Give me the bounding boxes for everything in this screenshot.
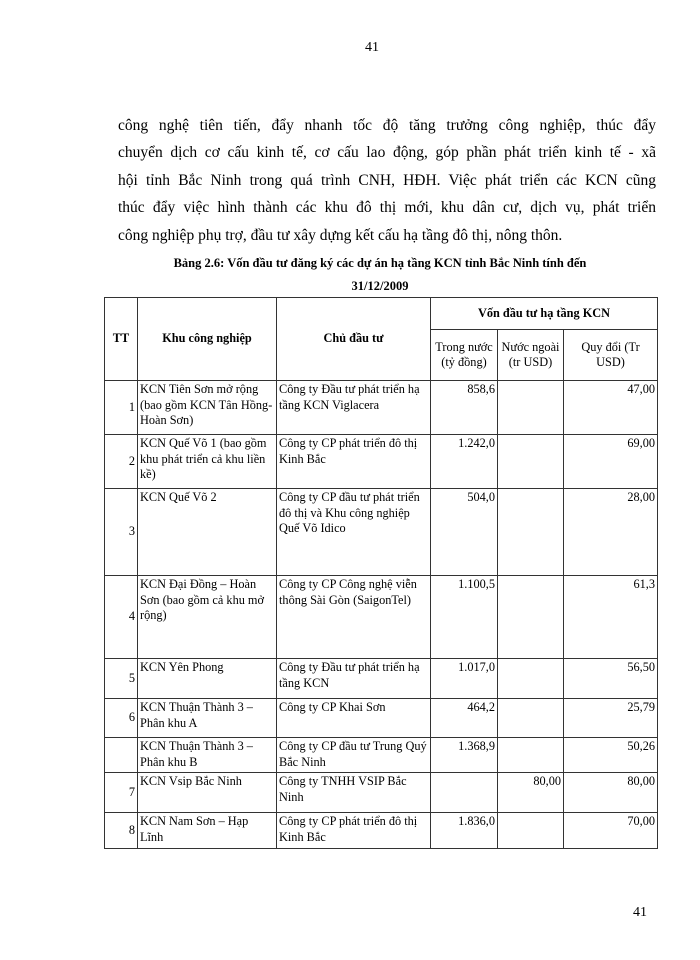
cell-zone: KCN Quế Võ 1 (bao gồm khu phát triển cả … (137, 434, 277, 489)
cell-tt: 8 (104, 812, 138, 849)
header-tt: TT (104, 297, 138, 381)
cell-converted: 69,00 (562, 434, 659, 489)
table-row: KCN Thuận Thành 3 – Phân khu B Công ty CP… (104, 737, 659, 773)
paragraph-line: hội tỉnh Bắc Ninh trong quá trình CNH, H… (118, 171, 656, 189)
cell-tt: 7 (104, 772, 138, 813)
cell-converted: 28,00 (562, 488, 659, 576)
table-row: 1 KCN Tiên Sơn mở rộng (bao gồm KCN Tân H… (104, 380, 659, 435)
cell-foreign (497, 380, 564, 435)
table-row: 2 KCN Quế Võ 1 (bao gồm khu phát triển cả… (104, 434, 659, 489)
header-foreign: Nước ngoài (tr USD) (497, 329, 564, 381)
header-domestic: Trong nước (tỷ đồng) (430, 329, 498, 381)
cell-tt: 4 (104, 575, 138, 659)
paragraph-line: thúc đẩy việc hình thành các khu đô thị … (118, 199, 656, 217)
cell-domestic: 858,6 (430, 380, 498, 435)
paragraph-line: công nghệ tiên tiến, đẩy nhanh tốc độ tă… (118, 117, 656, 134)
cell-foreign (497, 488, 564, 576)
cell-zone: KCN Thuận Thành 3 – Phân khu B (137, 737, 277, 773)
cell-investor: Công ty CP phát triển đô thị Kinh Bắc (276, 812, 431, 849)
cell-domestic: 1.017,0 (430, 658, 498, 699)
header-investor: Chủ đầu tư (276, 297, 431, 381)
cell-foreign (497, 737, 564, 773)
cell-tt: 3 (104, 488, 138, 576)
cell-investor: Công ty CP Khai Sơn (276, 698, 431, 738)
investment-table: TT Khu công nghiệp Chủ đầu tư Vốn đầu tư… (104, 297, 659, 849)
cell-domestic: 464,2 (430, 698, 498, 738)
cell-zone: KCN Thuận Thành 3 – Phân khu A (137, 698, 277, 738)
cell-tt: 1 (104, 380, 138, 435)
cell-converted: 25,79 (562, 698, 659, 738)
cell-domestic: 1.100,5 (430, 575, 498, 659)
cell-zone: KCN Nam Sơn – Hạp Lĩnh (137, 812, 277, 849)
cell-zone: KCN Quế Võ 2 (137, 488, 277, 576)
cell-zone: KCN Tiên Sơn mở rộng (bao gồm KCN Tân Hồ… (137, 380, 277, 435)
header-zone: Khu công nghiệp (137, 297, 277, 381)
caption-line-1: Bảng 2.6: Vốn đầu tư đăng ký các dự án h… (173, 256, 587, 270)
cell-investor: Công ty CP Công nghệ viễn thông Sài Gòn … (276, 575, 431, 659)
cell-investor: Công ty CP đầu tư Trung Quý Bắc Ninh (276, 737, 431, 773)
page-number-top: 41 (365, 40, 379, 55)
paragraph-line: chuyển dịch cơ cấu kinh tế, cơ cấu lao đ… (118, 144, 656, 162)
cell-foreign: 80,00 (497, 772, 564, 813)
header-capital-group: Vốn đầu tư hạ tầng KCN (429, 297, 659, 330)
cell-zone: KCN Yên Phong (137, 658, 277, 699)
table-row: 4 KCN Đại Đồng – Hoàn Sơn (bao gồm cả khu… (104, 575, 659, 659)
cell-converted: 47,00 (562, 380, 659, 435)
cell-investor: Công ty TNHH VSIP Bắc Ninh (276, 772, 431, 813)
cell-investor: Công ty Đầu tư phát triển hạ tầng KCN (276, 658, 431, 699)
table-row: 6 KCN Thuận Thành 3 – Phân khu A Công ty C… (104, 698, 659, 738)
paragraph-line: công nghiệp phụ trợ, đầu tư xây dựng kết… (118, 226, 563, 244)
cell-converted: 61,3 (562, 575, 659, 659)
cell-foreign (497, 658, 564, 699)
cell-zone: KCN Đại Đồng – Hoàn Sơn (bao gồm cả khu … (137, 575, 277, 659)
cell-converted: 50,26 (562, 737, 659, 773)
page-number-bottom: 41 (633, 905, 647, 920)
caption-line-2: 31/12/2009 (351, 279, 409, 293)
cell-tt: 2 (104, 434, 138, 489)
cell-investor: Công ty CP đầu tư phát triển đô thị và K… (276, 488, 431, 576)
cell-foreign (497, 434, 564, 489)
cell-converted: 56,50 (562, 658, 659, 699)
cell-foreign (497, 812, 564, 849)
cell-investor: Công ty CP phát triển đô thị Kinh Bắc (276, 434, 431, 489)
table-row: 8 KCN Nam Sơn – Hạp Lĩnh Công ty CP phát t… (104, 812, 659, 849)
header-converted: Quy đổi (Tr USD) (562, 329, 659, 381)
cell-domestic: 1.368,9 (430, 737, 498, 773)
table-caption: Bảng 2.6: Vốn đầu tư đăng ký các dự án h… (104, 252, 656, 298)
body-paragraph: công nghệ tiên tiến, đẩy nhanh tốc độ tă… (118, 112, 656, 249)
table-row: 3 KCN Quế Võ 2 Công ty CP đầu tư phát triể… (104, 488, 659, 576)
cell-tt: 5 (104, 658, 138, 699)
cell-converted: 80,00 (562, 772, 659, 813)
table-row: 5 KCN Yên Phong Công ty Đầu tư phát triển … (104, 658, 659, 699)
cell-domestic (430, 772, 498, 813)
cell-domestic: 1.836,0 (430, 812, 498, 849)
cell-domestic: 1.242,0 (430, 434, 498, 489)
cell-tt: 6 (104, 698, 138, 738)
cell-tt (104, 737, 138, 773)
cell-foreign (497, 575, 564, 659)
cell-zone: KCN Vsip Bắc Ninh (137, 772, 277, 813)
cell-investor: Công ty Đầu tư phát triển hạ tầng KCN Vi… (276, 380, 431, 435)
table-row: 7 KCN Vsip Bắc Ninh Công ty TNHH VSIP Bắc … (104, 772, 659, 813)
cell-converted: 70,00 (562, 812, 659, 849)
cell-foreign (497, 698, 564, 738)
cell-domestic: 504,0 (430, 488, 498, 576)
